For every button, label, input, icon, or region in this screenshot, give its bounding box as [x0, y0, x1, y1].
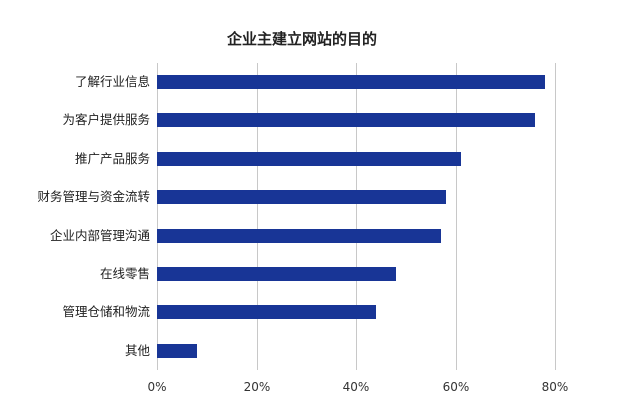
category-label: 企业内部管理沟通 — [49, 227, 150, 243]
bar — [157, 190, 446, 205]
category-label: 为客户提供服务 — [62, 112, 150, 128]
category-label: 推广产品服务 — [74, 150, 150, 166]
gridline — [157, 63, 158, 370]
category-label: 其他 — [124, 342, 150, 358]
category-label: 在线零售 — [99, 266, 150, 281]
gridline — [257, 63, 258, 370]
bar — [157, 228, 441, 243]
category-label: 管理仓储和物流 — [62, 304, 150, 320]
x-tick-label: 20% — [243, 380, 271, 394]
x-tick-label: 60% — [442, 380, 470, 394]
category-label: 了解行业信息 — [74, 74, 150, 89]
bar — [157, 75, 546, 89]
x-tick-label: 40% — [342, 380, 370, 394]
bar — [157, 267, 397, 281]
chart-title-text: 企业主建立网站的目的 — [226, 30, 377, 48]
x-tick-label: 80% — [541, 380, 569, 394]
gridline — [456, 63, 457, 370]
category-label: 财务管理与资金流转 — [37, 189, 150, 205]
gridline — [356, 63, 357, 370]
bar — [157, 113, 536, 128]
chart-title: 企业主建立网站的目的 — [0, 28, 628, 49]
bar — [157, 151, 461, 166]
bar — [157, 343, 197, 358]
gridline — [555, 63, 556, 370]
plot-area — [157, 63, 577, 370]
x-tick-label: 0% — [147, 380, 167, 394]
bar — [157, 305, 377, 320]
